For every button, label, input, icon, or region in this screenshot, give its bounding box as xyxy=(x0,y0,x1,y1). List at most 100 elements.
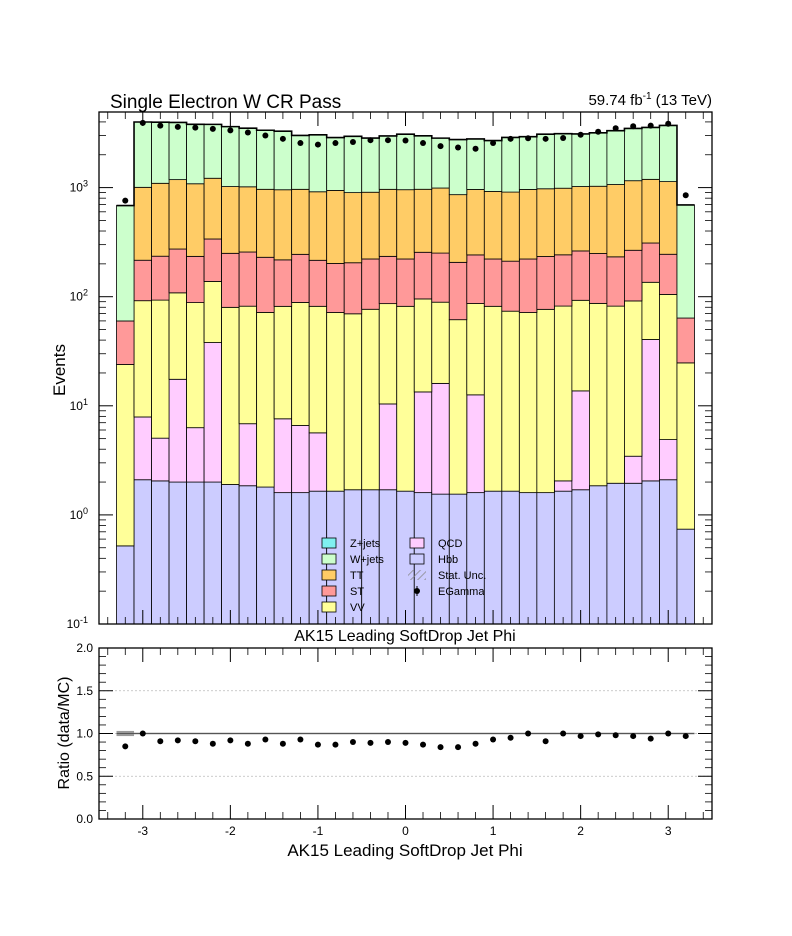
ratio-point xyxy=(244,740,251,747)
legend-item-data: EGamma xyxy=(414,586,485,598)
bar-hbb-3 xyxy=(168,481,187,624)
ratio-point xyxy=(682,733,689,740)
series-hbb xyxy=(116,479,695,624)
main-stack xyxy=(116,121,695,624)
bar-vv-19 xyxy=(448,319,468,495)
bar-st-8 xyxy=(256,256,275,313)
bar-st-16 xyxy=(396,258,415,307)
bar-wjets-21 xyxy=(483,140,503,192)
legend: Z+jets QCD W+jets Hbb TT Stat. Unc. ST EGamma VV xyxy=(321,537,486,614)
bar-wjets-6 xyxy=(221,126,240,187)
main-x-ticks xyxy=(107,112,704,624)
bar-wjets-5 xyxy=(203,123,222,179)
ratio-point xyxy=(612,732,619,739)
bar-vv-13 xyxy=(343,313,363,491)
ratio-y-axis-label: Ratio (data/MC) xyxy=(56,677,73,790)
bar-tt-29 xyxy=(624,180,643,251)
bar-qcd-4 xyxy=(186,427,205,483)
bar-vv-1 xyxy=(133,300,152,418)
y-tick-exp: -1 xyxy=(80,615,88,625)
bar-wjets-15 xyxy=(378,135,398,190)
ratio-y-ticks: 0.0 0.5 1.0 1.5 2.0 xyxy=(76,641,712,826)
bar-vv-26 xyxy=(571,299,590,392)
bar-vv-30 xyxy=(641,281,660,340)
ratio-point xyxy=(349,739,356,746)
bar-st-25 xyxy=(553,254,573,307)
total-mc-outline xyxy=(116,121,695,207)
bar-vv-18 xyxy=(431,301,450,384)
legend-swatch xyxy=(321,537,337,549)
legend-label: Stat. Unc. xyxy=(438,570,486,582)
bar-wjets-28 xyxy=(606,130,625,185)
y-tick-exp: 0 xyxy=(83,506,88,516)
ratio-point xyxy=(595,731,602,738)
bar-qcd-2 xyxy=(151,437,170,482)
bar-hbb-5 xyxy=(203,481,222,624)
ratio-point xyxy=(560,730,567,737)
data-point xyxy=(437,143,444,150)
data-point xyxy=(577,131,584,138)
ratio-point xyxy=(402,739,409,746)
bar-tt-21 xyxy=(483,191,503,260)
bar-st-27 xyxy=(589,253,608,304)
ratio-point xyxy=(665,730,672,737)
bar-vv-17 xyxy=(413,298,433,393)
legend-label: ST xyxy=(350,586,364,598)
legend-item-unc: Stat. Unc. xyxy=(408,570,486,582)
bar-tt-7 xyxy=(238,186,258,253)
ratio-x-ticks: -3 -2 -1 0 1 2 3 xyxy=(107,648,704,838)
bar-tt-13 xyxy=(343,192,363,264)
data-point xyxy=(595,128,602,135)
bar-st-21 xyxy=(483,258,503,307)
ratio-point xyxy=(472,740,479,747)
bar-hbb-30 xyxy=(641,480,660,624)
data-point xyxy=(367,137,374,144)
bar-vv-9 xyxy=(273,305,293,420)
bar-st-12 xyxy=(326,263,345,313)
bar-hbb-0 xyxy=(116,545,135,624)
legend-label: QCD xyxy=(438,538,463,550)
legend-label: TT xyxy=(350,570,364,582)
bar-qcd-26 xyxy=(571,390,590,491)
chart-title: Single Electron W CR Pass xyxy=(110,92,341,113)
lumi-value: 59.74 fb xyxy=(588,92,642,109)
bar-tt-26 xyxy=(571,186,590,252)
legend-swatch xyxy=(321,553,337,565)
ratio-point xyxy=(262,736,269,743)
x-tick-label: -1 xyxy=(313,824,324,838)
bar-vv-22 xyxy=(501,310,520,492)
bar-wjets-14 xyxy=(361,137,380,193)
bar-tt-28 xyxy=(606,184,625,258)
data-point xyxy=(349,138,356,145)
ratio-point xyxy=(577,733,584,740)
legend-item-vv: VV xyxy=(321,601,365,614)
bar-vv-31 xyxy=(659,294,678,440)
bar-tt-25 xyxy=(553,187,573,256)
bar-st-20 xyxy=(466,254,485,304)
legend-label: Z+jets xyxy=(350,538,381,550)
bar-st-24 xyxy=(536,256,555,310)
bar-vv-11 xyxy=(308,305,328,434)
bar-tt-20 xyxy=(466,189,485,256)
bar-tt-30 xyxy=(641,178,660,244)
legend-item-zjets: Z+jets xyxy=(321,537,381,550)
y-tick-label: 102 xyxy=(70,288,88,304)
bar-hbb-21 xyxy=(483,490,503,624)
ratio-point xyxy=(209,740,216,747)
legend-label: EGamma xyxy=(438,586,485,598)
bar-qcd-17 xyxy=(413,391,433,494)
bar-hbb-20 xyxy=(466,492,485,624)
bar-tt-23 xyxy=(518,189,538,260)
y-tick-label: 103 xyxy=(70,179,88,195)
data-point xyxy=(209,125,216,132)
ratio-point xyxy=(174,737,181,744)
data-point xyxy=(244,129,251,136)
x-tick-label: 3 xyxy=(665,824,672,838)
bar-tt-17 xyxy=(413,188,433,253)
bar-vv-10 xyxy=(291,302,310,426)
data-point xyxy=(384,137,391,144)
ratio-point xyxy=(525,730,532,737)
bar-vv-25 xyxy=(553,305,573,482)
bar-hbb-27 xyxy=(589,485,608,624)
bar-hbb-8 xyxy=(256,486,275,624)
